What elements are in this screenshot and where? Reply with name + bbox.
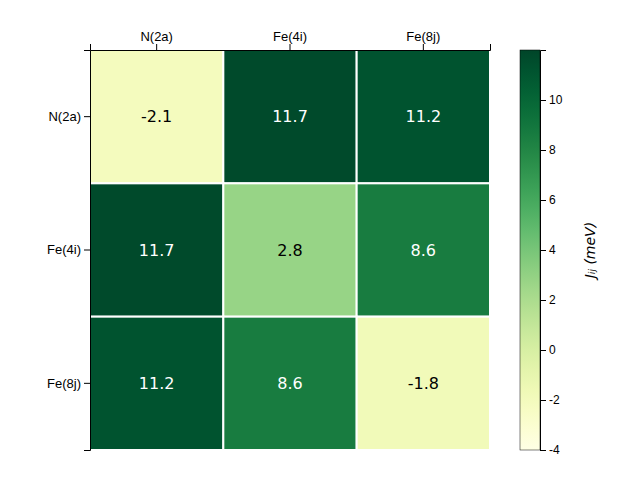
tick-label: Fe(4i)	[47, 242, 81, 257]
tick: 4	[540, 243, 556, 257]
cell	[90, 183, 223, 316]
axis-line	[541, 51, 547, 451]
tick-label: 4	[549, 243, 556, 257]
tick-mark	[540, 400, 546, 401]
tick-label: 0	[549, 343, 556, 357]
cells	[90, 50, 490, 450]
tick-label: -4	[549, 443, 560, 457]
cell	[223, 317, 356, 450]
tick-mark	[540, 100, 546, 101]
tick: Fe(4i)	[273, 29, 307, 50]
tick: 0	[540, 343, 556, 357]
cell	[223, 50, 356, 183]
tick-mark	[540, 350, 546, 351]
tick-label: Fe(8j)	[406, 29, 440, 44]
tick: 8	[540, 143, 556, 157]
data-label: 11.7	[139, 241, 175, 260]
y-axis: N(2a) Fe(4i) Fe(8j)	[47, 51, 90, 451]
tick-mark	[540, 250, 546, 251]
tick: Fe(8j)	[47, 375, 90, 390]
cell	[223, 183, 356, 316]
tick-mark	[540, 300, 546, 301]
tick-label: 2	[549, 293, 556, 307]
axis-line	[84, 51, 91, 451]
data-label: 8.6	[411, 241, 436, 260]
tick-label: 6	[549, 193, 556, 207]
data-label: 8.6	[277, 374, 302, 393]
tick: 6	[540, 193, 556, 207]
tick-label: N(2a)	[140, 29, 173, 44]
tick-mark	[540, 200, 546, 201]
data-label: 11.7	[272, 107, 308, 126]
data-labels: -2.1 11.7 11.2 11.7 2.8 8.6 11.2 8.6 -1.8	[139, 107, 441, 393]
tick-mark	[156, 44, 157, 50]
tick: Fe(4i)	[47, 242, 90, 257]
tick-label: Fe(8j)	[47, 375, 81, 390]
tick-mark	[540, 150, 546, 151]
cell	[90, 50, 223, 183]
colorbar	[520, 50, 540, 450]
tick-label: N(2a)	[48, 109, 81, 124]
cell	[357, 183, 490, 316]
cell	[357, 50, 490, 183]
tick-label: 10	[549, 93, 563, 107]
tick: Fe(8j)	[406, 29, 440, 50]
tick-mark	[84, 250, 90, 251]
cell	[90, 317, 223, 450]
data-label: 2.8	[277, 241, 302, 260]
chart: -2.1 11.7 11.2 11.7 2.8 8.6 11.2 8.6 -1.8 N(2a) Fe…	[0, 0, 640, 480]
tick-mark	[540, 450, 546, 451]
tick-label: Fe(4i)	[273, 29, 307, 44]
axis-line	[91, 44, 491, 51]
tick-mark	[290, 44, 291, 50]
x-axis: N(2a) Fe(4i) Fe(8j)	[91, 29, 491, 51]
data-label: 11.2	[406, 107, 442, 126]
tick-mark	[84, 383, 90, 384]
tick: -2	[540, 393, 560, 407]
cell	[357, 317, 490, 450]
data-label: -2.1	[141, 107, 172, 126]
tick-mark	[84, 116, 90, 117]
tick-label: 8	[549, 143, 556, 157]
data-label: -1.8	[408, 374, 439, 393]
tick: 10	[540, 93, 563, 107]
tick: N(2a)	[140, 29, 173, 50]
data-label: 11.2	[139, 374, 175, 393]
colorbar-axis: -4 -2 0 2 4 6 8 10	[540, 51, 563, 458]
tick: -4	[540, 443, 560, 457]
tick: 2	[540, 293, 556, 307]
colorbar-label: Jᵢⱼ (meV)	[582, 222, 598, 281]
tick-mark	[423, 44, 424, 50]
tick-label: -2	[549, 393, 560, 407]
tick: N(2a)	[48, 109, 90, 124]
